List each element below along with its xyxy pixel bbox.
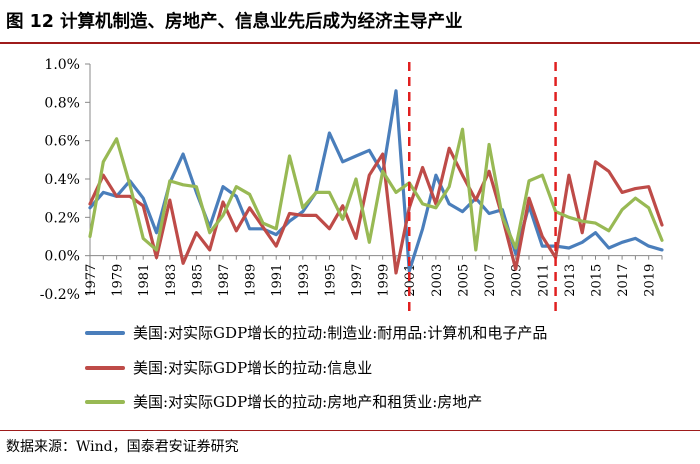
title-rule — [0, 42, 700, 44]
series-line-information — [88, 146, 664, 275]
figure-title: 图 12 计算机制造、房地产、信息业先后成为经济主导产业 — [6, 12, 463, 32]
x-tick-label: 2011 — [536, 264, 551, 297]
x-tick-label: 2013 — [563, 264, 578, 297]
x-tick-label: 1995 — [323, 264, 338, 297]
legend-item-computer-electronics: 美国:对实际GDP增长的拉动:制造业:耐用品:计算机和电子产品 — [85, 322, 685, 344]
x-tick-label: 1983 — [164, 264, 179, 297]
y-tick-label: 1.0% — [44, 57, 80, 73]
figure-header: 图 12 计算机制造、房地产、信息业先后成为经济主导产业 — [0, 0, 700, 44]
legend-item-information: 美国:对实际GDP增长的拉动:信息业 — [85, 357, 685, 379]
legend-label: 美国:对实际GDP增长的拉动:信息业 — [133, 359, 373, 377]
legend-swatch — [85, 366, 125, 370]
x-tick-label: 1985 — [190, 264, 205, 297]
y-tick-label: 0.0% — [44, 249, 80, 265]
x-tick-label: 2015 — [589, 264, 604, 297]
y-tick-label: 0.8% — [44, 95, 80, 111]
x-tick-label: 2001 — [403, 264, 418, 297]
x-tick-label: 1993 — [297, 264, 312, 297]
series-line-computer-electronics — [88, 89, 664, 273]
legend-swatch — [85, 400, 125, 404]
x-tick-label: 1981 — [137, 264, 152, 297]
x-tick-label: 1977 — [84, 264, 99, 297]
x-tick-label: 2019 — [643, 264, 658, 297]
data-source: 数据来源：Wind，国泰君安证券研究 — [6, 439, 239, 455]
y-tick-label: -0.2% — [40, 287, 80, 303]
x-tick-label: 2009 — [510, 264, 525, 297]
x-tick-label: 1991 — [270, 264, 285, 297]
legend-label: 美国:对实际GDP增长的拉动:房地产和租赁业:房地产 — [133, 393, 483, 411]
x-tick-label: 2007 — [483, 264, 498, 297]
source-rule — [0, 430, 700, 431]
x-tick-label: 1999 — [377, 264, 392, 297]
y-tick-label: 0.6% — [44, 134, 80, 150]
x-tick-label: 1989 — [244, 264, 259, 297]
legend-swatch — [85, 331, 125, 335]
legend-item-real-estate: 美国:对实际GDP增长的拉动:房地产和租赁业:房地产 — [85, 391, 685, 413]
x-tick-label: 2017 — [616, 264, 631, 297]
x-tick-label: 1997 — [350, 264, 365, 297]
series-line-real-estate — [88, 127, 664, 252]
x-tick-label: 2005 — [456, 264, 471, 297]
line-chart: -0.2% 0.0% 0.2% 0.4% 0.6% 0.8% 1.0% 1977 1979 198… — [40, 57, 664, 314]
x-tick-label: 1979 — [111, 264, 126, 297]
y-tick-label: 0.4% — [44, 172, 80, 188]
y-tick-label: 0.2% — [44, 210, 80, 226]
x-tick-label: 2003 — [430, 264, 445, 297]
x-tick-label: 1987 — [217, 264, 232, 297]
legend-label: 美国:对实际GDP增长的拉动:制造业:耐用品:计算机和电子产品 — [133, 324, 548, 342]
